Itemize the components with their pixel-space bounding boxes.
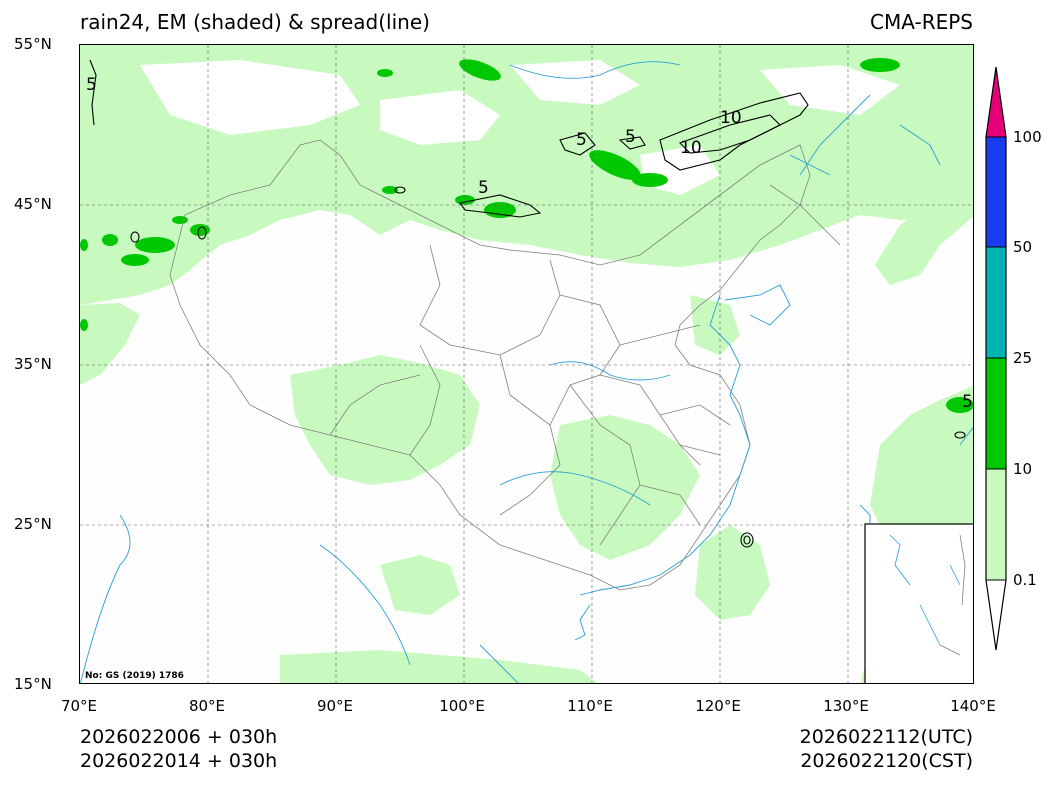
lat-label-15n: 15°N [14, 675, 52, 693]
init-time-cst: 2026022014 + 030h [80, 750, 278, 772]
lat-label-25n: 25°N [14, 515, 52, 533]
valid-time-block: 2026022112(UTC) 2026022120(CST) [800, 725, 973, 773]
init-time-block: 2026022006 + 030h 2026022014 + 030h [80, 725, 277, 773]
map-approval-note: No: GS (2019) 1786 [85, 671, 184, 681]
lat-label-45n: 45°N [14, 195, 52, 213]
lon-label-90e: 90°E [316, 697, 354, 715]
spread-contours [89, 59, 966, 548]
lon-label-80e: 80°E [188, 697, 226, 715]
colorbar-over-triangle [986, 67, 1006, 137]
contour-label: 5 [478, 178, 489, 198]
lon-label-130e: 130°E [823, 697, 869, 715]
lon-label-140e: 140°E [950, 697, 996, 715]
colorbar-label-01: 0.1 [1013, 571, 1037, 589]
colorbar-25-50 [986, 247, 1006, 358]
map-canvas: 5 5 5 5 10 10 5 [80, 45, 973, 683]
contour-label: 10 [680, 138, 702, 158]
colorbar-01-10 [986, 469, 1006, 580]
contour-label: 5 [625, 127, 636, 147]
lat-label-35n: 35°N [14, 355, 52, 373]
contour-label: 5 [576, 130, 587, 150]
init-time-utc: 2026022006 + 030h [80, 726, 278, 748]
valid-time-utc: 2026022112(UTC) [799, 726, 973, 748]
dry-patches [140, 60, 900, 195]
lon-label-100e: 100°E [439, 697, 485, 715]
south-china-sea-inset [864, 523, 973, 683]
colorbar-50-100 [986, 137, 1006, 247]
colorbar-label-10: 10 [1013, 460, 1033, 478]
contour-label: 5 [962, 392, 973, 412]
contour-label: 5 [86, 75, 97, 95]
graticule [80, 45, 973, 683]
precipitation-map: 5 5 5 5 10 10 5 No: GS (2019) 1786 [79, 44, 974, 684]
lon-label-120e: 120°E [695, 697, 741, 715]
colorbar [985, 66, 1007, 651]
lon-label-110e: 110°E [567, 697, 613, 715]
colorbar-label-25: 25 [1013, 349, 1033, 367]
contour-label: 10 [720, 108, 742, 128]
contour-labels: 5 5 5 5 10 10 5 [86, 75, 973, 412]
lon-label-70e: 70°E [60, 697, 98, 715]
lat-label-55n: 55°N [14, 35, 52, 53]
boundaries [169, 139, 841, 591]
colorbar-10-25 [986, 358, 1006, 469]
rain-shading-light [80, 45, 973, 683]
colorbar-label-100: 100 [1013, 128, 1042, 146]
rain-shading-10-25 [80, 58, 973, 413]
colorbar-under-triangle [986, 580, 1006, 650]
valid-time-cst: 2026022120(CST) [800, 750, 973, 772]
model-name: CMA-REPS [870, 10, 973, 34]
map-title: rain24, EM (shaded) & spread(line) [80, 10, 430, 34]
colorbar-label-50: 50 [1013, 238, 1033, 256]
